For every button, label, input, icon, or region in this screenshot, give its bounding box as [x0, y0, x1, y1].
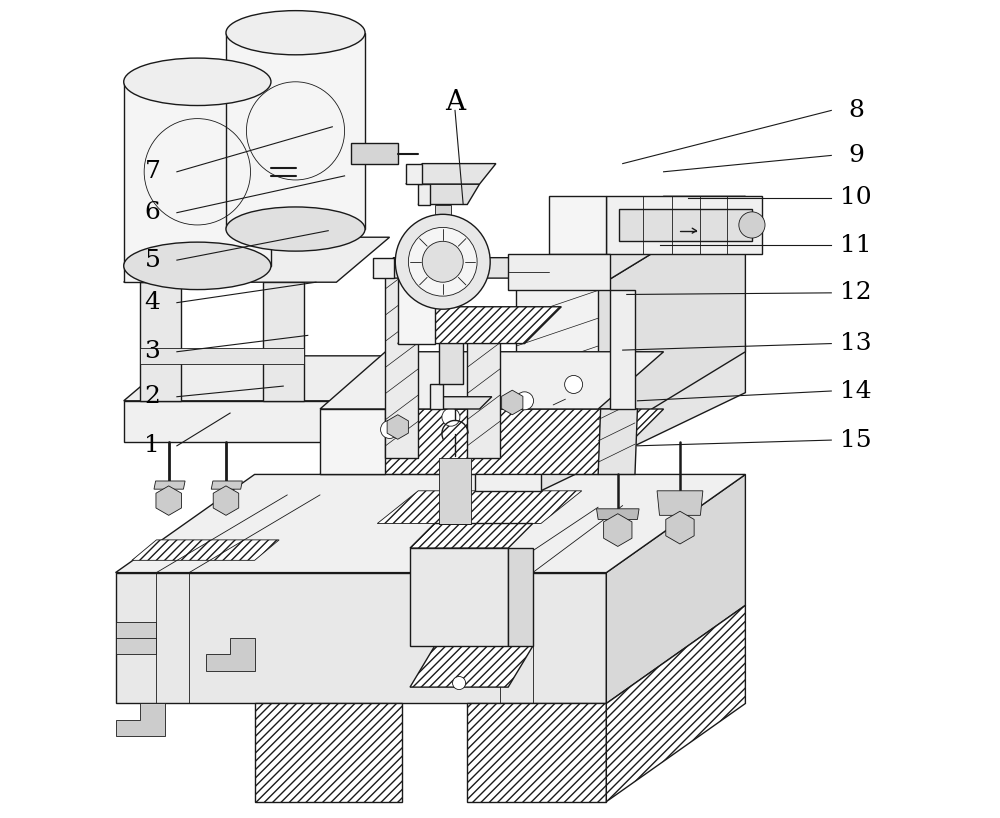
Circle shape: [422, 241, 463, 282]
Polygon shape: [597, 509, 639, 519]
Text: 13: 13: [840, 332, 872, 355]
Polygon shape: [124, 263, 177, 282]
Polygon shape: [410, 548, 508, 646]
Polygon shape: [541, 344, 745, 491]
Polygon shape: [336, 356, 390, 442]
Polygon shape: [398, 307, 561, 344]
Polygon shape: [226, 33, 365, 229]
Text: 7: 7: [144, 160, 160, 183]
Polygon shape: [606, 196, 762, 254]
Polygon shape: [320, 409, 664, 474]
Polygon shape: [606, 474, 745, 703]
Polygon shape: [387, 415, 408, 439]
Polygon shape: [657, 491, 703, 515]
Polygon shape: [320, 352, 664, 409]
Polygon shape: [508, 254, 610, 290]
Polygon shape: [598, 409, 637, 474]
Polygon shape: [132, 540, 279, 560]
Polygon shape: [320, 409, 385, 474]
Text: 3: 3: [144, 340, 160, 363]
Text: 5: 5: [144, 249, 160, 272]
Polygon shape: [124, 356, 390, 401]
Text: 15: 15: [840, 429, 872, 452]
Polygon shape: [377, 491, 582, 524]
Circle shape: [408, 227, 477, 296]
Circle shape: [565, 375, 583, 393]
Polygon shape: [516, 196, 745, 286]
Polygon shape: [140, 348, 304, 364]
Text: 6: 6: [144, 201, 160, 224]
Polygon shape: [502, 390, 523, 415]
Polygon shape: [604, 514, 632, 546]
Polygon shape: [124, 82, 271, 266]
Polygon shape: [385, 274, 418, 458]
Ellipse shape: [226, 207, 365, 251]
Circle shape: [395, 214, 490, 309]
Text: 4: 4: [144, 291, 160, 314]
Polygon shape: [351, 143, 398, 164]
Polygon shape: [116, 573, 606, 703]
Text: A: A: [445, 88, 465, 116]
Polygon shape: [475, 442, 541, 491]
Polygon shape: [418, 184, 480, 204]
Polygon shape: [263, 282, 304, 401]
Polygon shape: [116, 474, 745, 573]
Ellipse shape: [226, 11, 365, 55]
Circle shape: [381, 420, 399, 438]
Polygon shape: [406, 164, 422, 184]
Polygon shape: [156, 486, 181, 515]
Polygon shape: [410, 524, 533, 548]
Ellipse shape: [124, 58, 271, 106]
Polygon shape: [124, 237, 390, 282]
Polygon shape: [211, 481, 242, 489]
Polygon shape: [410, 646, 533, 687]
Polygon shape: [430, 397, 492, 409]
Polygon shape: [508, 548, 533, 646]
Polygon shape: [213, 486, 239, 515]
Polygon shape: [373, 258, 394, 278]
Polygon shape: [398, 262, 435, 344]
Polygon shape: [666, 511, 694, 544]
Circle shape: [453, 676, 466, 690]
Polygon shape: [140, 282, 181, 401]
Text: 9: 9: [848, 144, 864, 167]
Polygon shape: [124, 401, 336, 442]
Text: 11: 11: [840, 234, 872, 257]
Circle shape: [442, 408, 460, 426]
Polygon shape: [439, 458, 471, 524]
Text: 1: 1: [144, 434, 160, 457]
Polygon shape: [619, 209, 752, 241]
Polygon shape: [406, 164, 496, 184]
Polygon shape: [598, 196, 745, 442]
Polygon shape: [116, 622, 156, 654]
Polygon shape: [549, 196, 606, 254]
Circle shape: [516, 392, 534, 410]
Polygon shape: [606, 605, 745, 802]
Polygon shape: [430, 384, 443, 409]
Text: 2: 2: [144, 385, 160, 408]
Text: 12: 12: [840, 281, 872, 304]
Polygon shape: [116, 703, 165, 736]
Polygon shape: [154, 481, 185, 489]
Polygon shape: [467, 319, 500, 458]
Polygon shape: [467, 703, 606, 802]
Polygon shape: [610, 290, 635, 409]
Polygon shape: [373, 258, 533, 278]
Text: 14: 14: [840, 380, 872, 402]
Polygon shape: [435, 204, 451, 262]
Polygon shape: [418, 184, 430, 204]
Ellipse shape: [124, 242, 271, 290]
Polygon shape: [206, 638, 255, 671]
Polygon shape: [255, 703, 402, 802]
Text: 8: 8: [848, 99, 864, 122]
Text: 10: 10: [840, 187, 872, 209]
Circle shape: [739, 212, 765, 238]
Polygon shape: [516, 286, 598, 442]
Polygon shape: [439, 335, 463, 384]
